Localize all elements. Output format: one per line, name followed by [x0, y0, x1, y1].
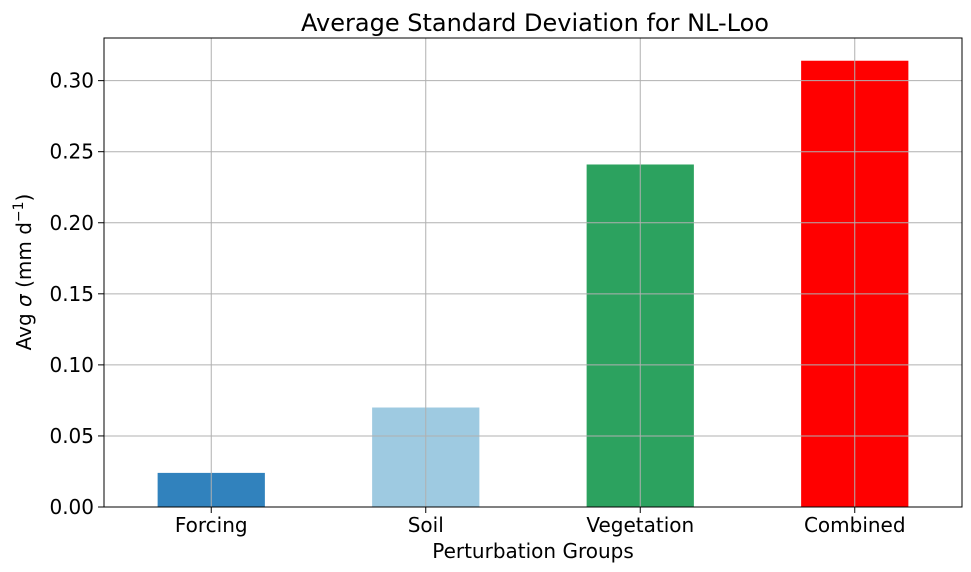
x-axis-ticks: Forcing Soil Vegetation Combined: [175, 507, 906, 537]
y-tick-label: 0.20: [49, 211, 94, 235]
y-axis-ticks: 0.00 0.05 0.10 0.15 0.20 0.25 0.30: [49, 69, 104, 519]
y-tick-label: 0.30: [49, 69, 94, 93]
y-tick-label: 0.05: [49, 424, 94, 448]
x-tick-label: Combined: [804, 513, 906, 537]
y-axis-label-unit: (mm d: [12, 222, 36, 294]
chart-title: Average Standard Deviation for NL-Loo: [301, 9, 769, 37]
y-tick-label: 0.10: [49, 353, 94, 377]
x-tick-label: Forcing: [175, 513, 248, 537]
y-axis-label: Avg σ (mm d−1): [11, 194, 36, 351]
x-tick-label: Vegetation: [586, 513, 694, 537]
axes: [103, 37, 963, 508]
y-axis-label-close: ): [12, 194, 36, 202]
y-tick-label: 0.25: [49, 140, 94, 164]
x-tick-label: Soil: [408, 513, 444, 537]
y-tick-label: 0.00: [49, 495, 94, 519]
y-tick-label: 0.15: [49, 282, 94, 306]
bars: [157, 60, 909, 508]
x-axis-label: Perturbation Groups: [432, 539, 634, 563]
plot-frame: [103, 37, 963, 508]
y-axis-label-exponent: −1: [11, 201, 27, 222]
y-axis-label-sigma: σ: [12, 293, 36, 307]
y-axis-label-prefix: Avg: [12, 307, 36, 350]
